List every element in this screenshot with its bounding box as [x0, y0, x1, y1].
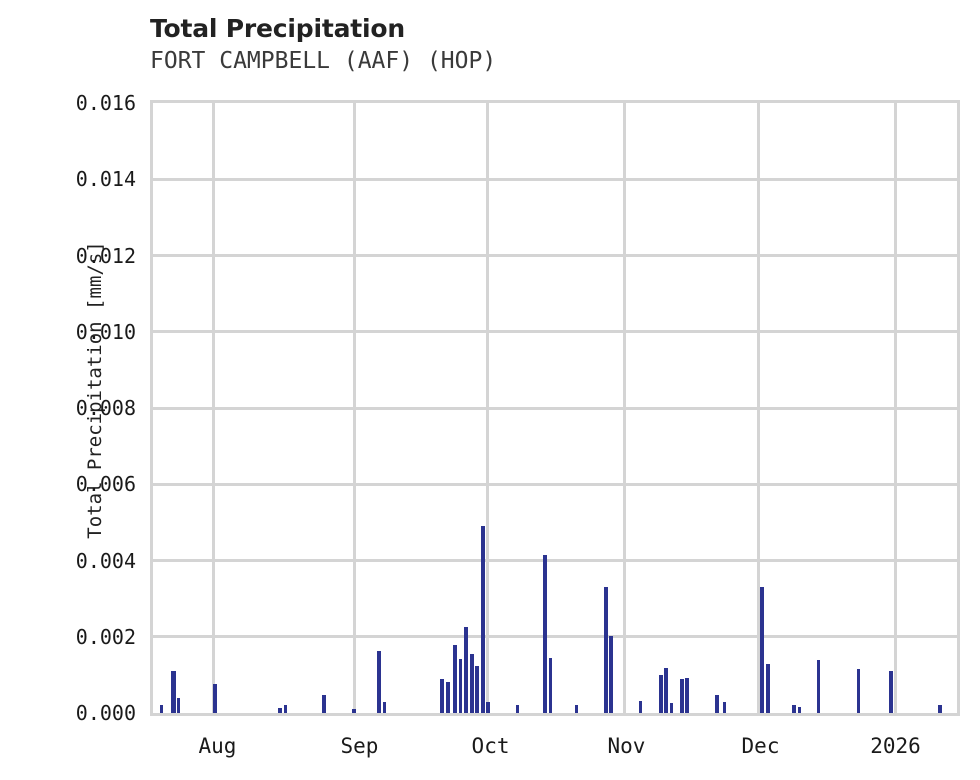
bar [669, 703, 674, 713]
bar [722, 701, 726, 713]
bar [283, 704, 287, 713]
gridline-vertical [893, 103, 897, 713]
bar [548, 657, 553, 713]
y-tick-label: 0.008 [75, 396, 136, 420]
bar [575, 704, 579, 713]
bar [382, 701, 386, 713]
y-tick-label: 0.000 [75, 701, 136, 725]
bar [639, 700, 643, 713]
y-tick-label: 0.014 [75, 167, 136, 192]
x-tick-label: Sep [340, 734, 379, 758]
y-tick-label: 0.004 [75, 548, 136, 573]
bar [480, 526, 485, 713]
bar [212, 684, 217, 713]
y-tick-label: 0.006 [75, 472, 136, 497]
y-tick-label: 0.002 [75, 624, 136, 649]
bar [680, 678, 684, 713]
bar [685, 677, 689, 713]
gridline-horizontal [153, 330, 957, 334]
bar [475, 666, 479, 713]
bar [889, 671, 893, 713]
bar [278, 708, 282, 713]
y-tick-label: 0.016 [75, 91, 136, 115]
gridline-vertical [212, 103, 216, 713]
gridline-horizontal [153, 635, 957, 639]
bar [797, 707, 802, 713]
y-axis-tick-labels: 0.000 0.002 0.004 0.006 0.008 0.010 0.012 0.014… [0, 0, 136, 780]
bar [658, 674, 663, 713]
bar [663, 668, 668, 713]
bar [792, 704, 796, 713]
x-tick-label: Dec [741, 734, 780, 758]
bar [816, 660, 821, 713]
gridline-vertical [352, 103, 356, 713]
x-tick-label: Oct [471, 734, 510, 758]
bar [171, 671, 176, 713]
gridline-vertical [622, 103, 626, 713]
x-tick-label: Aug [198, 734, 237, 758]
bar [176, 697, 181, 713]
bar [160, 704, 164, 713]
bar [515, 705, 519, 713]
chart-subtitle: FORT CAMPBELL (AAF) (HOP) [150, 48, 497, 74]
bar [377, 651, 382, 713]
plot-area [150, 100, 960, 716]
bar [446, 681, 450, 713]
gridline-vertical [756, 103, 760, 713]
gridline-horizontal [153, 482, 957, 486]
page-title: Total Precipitation [150, 14, 405, 43]
y-tick-label: 0.010 [75, 319, 136, 344]
x-tick-label: Nov [607, 734, 646, 758]
gridline-horizontal [153, 177, 957, 181]
bar [352, 709, 356, 713]
bar [321, 694, 326, 713]
bar [458, 658, 463, 713]
bar [452, 645, 457, 713]
y-tick-label: 0.012 [75, 243, 136, 268]
bar [714, 694, 719, 713]
gridline-horizontal [153, 406, 957, 410]
bar [609, 636, 613, 713]
x-tick-label: 2026 [870, 734, 921, 758]
bar [766, 664, 771, 713]
bar [603, 587, 608, 713]
bar [760, 587, 765, 713]
bar [469, 653, 474, 713]
bar [937, 704, 942, 713]
bar [856, 669, 861, 713]
gridline-vertical [485, 103, 489, 713]
gridline-horizontal [153, 254, 957, 257]
chart-title-block: Total Precipitation FORT CAMPBELL (AAF) … [150, 14, 910, 76]
bar [464, 627, 469, 713]
bar [486, 701, 490, 713]
gridline-horizontal [153, 559, 957, 562]
bar [440, 678, 445, 713]
plot-inner [153, 103, 957, 713]
bar [542, 554, 547, 713]
